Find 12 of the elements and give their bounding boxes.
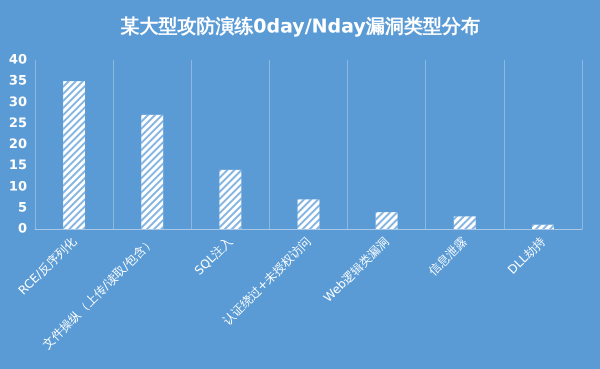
y-tick-label: 30 — [8, 94, 27, 110]
x-tick-label: DLL劫持 — [505, 234, 548, 277]
y-tick-label: 25 — [8, 116, 27, 131]
chart-title: 某大型攻防演练0day/Nday漏洞类型分布 — [120, 16, 480, 38]
y-tick-label: 40 — [8, 52, 27, 68]
y-tick-label: 15 — [8, 158, 27, 174]
y-tick-label: 5 — [18, 200, 27, 216]
y-tick-label: 0 — [18, 222, 27, 236]
y-tick-label: 35 — [8, 74, 27, 89]
y-tick-label: 20 — [8, 137, 27, 152]
x-tick-label: 信息泄露 — [426, 234, 470, 278]
y-tick-label: 10 — [8, 179, 27, 194]
